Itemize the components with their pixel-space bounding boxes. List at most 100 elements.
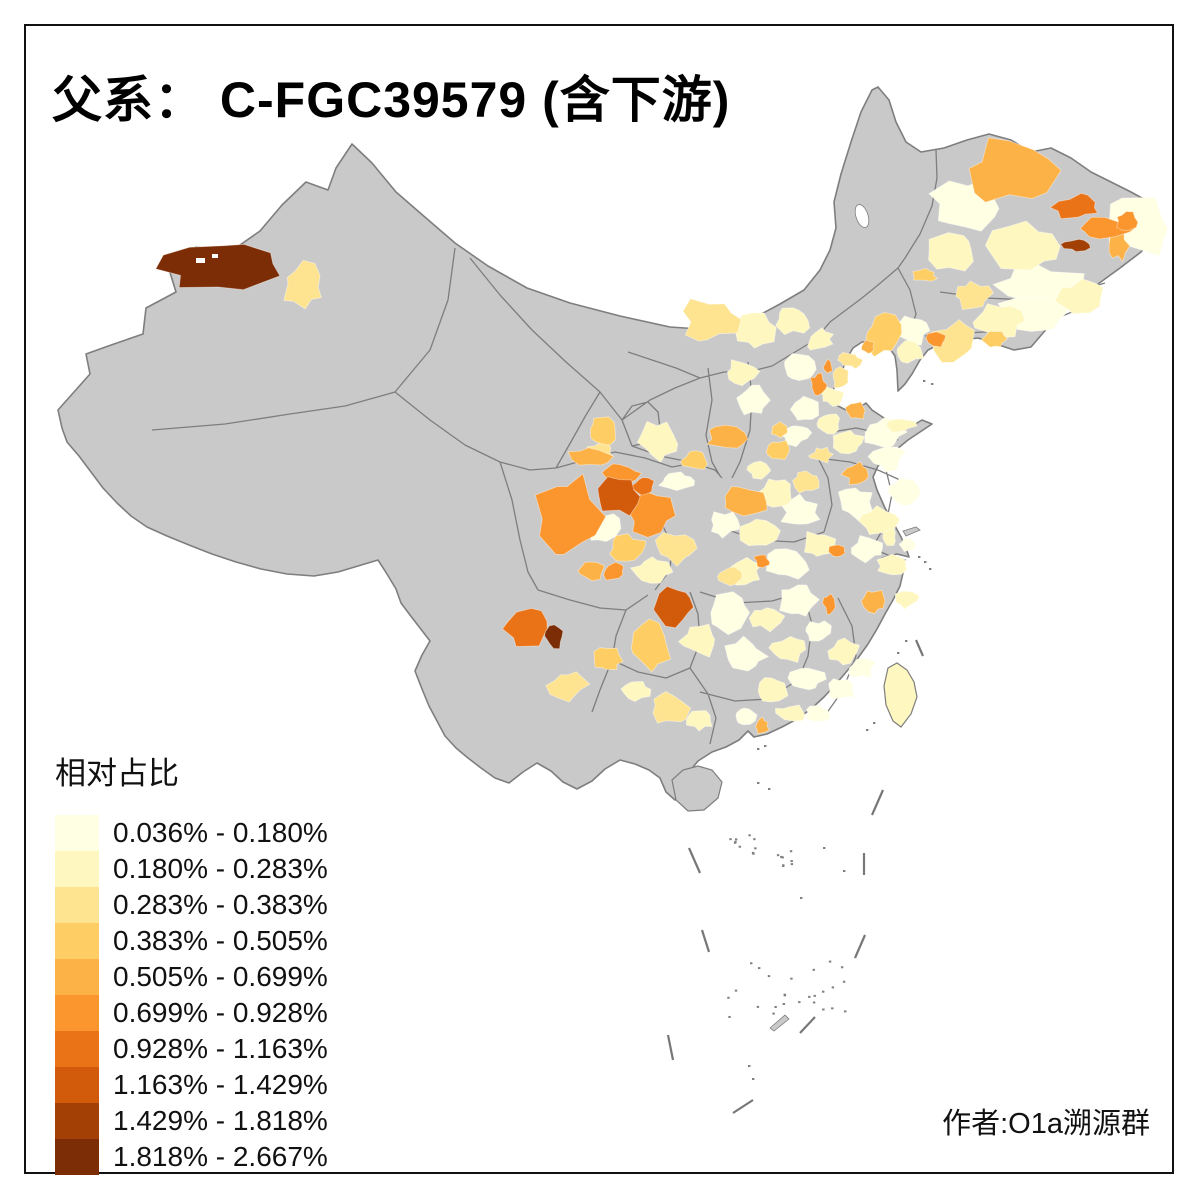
legend-row: 0.699% - 0.928%	[55, 995, 328, 1031]
legend-label: 0.180% - 0.283%	[113, 853, 328, 884]
region-patch	[677, 623, 716, 658]
islet-dot	[774, 1005, 777, 1008]
legend: 相对占比 0.036% - 0.180% 0.180% - 0.283% 0.283…	[55, 748, 328, 1175]
region-patch	[1054, 278, 1104, 315]
region-patch	[784, 353, 817, 382]
region-patch	[748, 607, 786, 633]
islet-dot	[790, 863, 794, 866]
legend-row: 0.180% - 0.283%	[55, 851, 328, 887]
region-patch	[779, 584, 821, 617]
region-patch	[710, 591, 751, 636]
xinjiang-lake-dot	[212, 254, 218, 258]
region-patch	[755, 716, 770, 735]
region-patch	[753, 554, 771, 569]
legend-label: 1.429% - 1.818%	[113, 1105, 328, 1136]
region-patch	[757, 677, 789, 703]
region-patch	[1116, 211, 1139, 231]
islet-dot	[780, 855, 783, 858]
region-patch	[803, 704, 831, 722]
taiwan-island	[883, 662, 918, 728]
region-patch	[501, 607, 548, 647]
region-patch	[680, 450, 708, 470]
region-patch	[577, 561, 606, 582]
islet-dot	[789, 850, 793, 853]
islet-dot	[783, 993, 786, 996]
islet-dot	[831, 986, 835, 989]
region-patch	[630, 618, 672, 673]
region-patch	[620, 681, 652, 703]
legend-label: 0.383% - 0.505%	[113, 925, 328, 956]
region-patch	[828, 678, 856, 700]
region-patch	[805, 620, 832, 642]
region-patch	[1079, 216, 1137, 240]
region-patch	[787, 667, 827, 691]
legend-label: 0.036% - 0.180%	[113, 817, 328, 848]
islet-dot	[931, 383, 934, 385]
region-patch	[1060, 238, 1091, 253]
legend-title: 相对占比	[55, 756, 179, 791]
region-patch	[792, 470, 820, 494]
islet-dot	[729, 838, 732, 841]
legend-row: 0.036% - 0.180%	[55, 815, 328, 851]
islet-dot	[728, 1015, 731, 1018]
legend-label: 0.699% - 0.928%	[113, 997, 328, 1028]
legend-swatch	[55, 923, 99, 959]
sea-boundary-dash	[870, 789, 885, 816]
islet-dot	[756, 1005, 760, 1008]
region-patch	[861, 339, 875, 354]
region-patch	[809, 372, 828, 396]
region-patch	[567, 447, 615, 466]
islet-dot	[764, 745, 767, 747]
region-patch	[894, 590, 921, 610]
legend-row: 1.429% - 1.818%	[55, 1103, 328, 1139]
region-patch	[597, 476, 641, 517]
islet-dot	[924, 561, 927, 563]
region-patch	[636, 420, 679, 463]
islet-dot	[752, 1078, 755, 1080]
hulun-lake	[854, 204, 870, 228]
islet-dot	[918, 556, 921, 558]
region-patch	[860, 589, 886, 615]
region-patch	[828, 544, 846, 558]
sea-boundary-dash	[914, 639, 925, 657]
islet-dot	[798, 1001, 801, 1004]
legend-row: 1.163% - 1.429%	[55, 1067, 328, 1103]
legend-swatch	[55, 1139, 99, 1175]
region-patch	[816, 413, 841, 435]
region-patches	[155, 137, 1169, 735]
islet-dot	[866, 729, 869, 731]
region-patch	[155, 243, 281, 291]
region-patch	[845, 401, 866, 420]
islet-dot	[757, 748, 760, 750]
region-patch	[912, 267, 939, 282]
region-patch	[589, 416, 616, 446]
islet-dot	[782, 1002, 786, 1005]
region-patch	[593, 647, 624, 671]
region-patch	[925, 331, 947, 348]
islet-dot	[738, 845, 742, 848]
region-patch	[685, 710, 713, 732]
legend-swatch	[55, 887, 99, 923]
islet-dot	[790, 977, 793, 980]
legend-swatch	[55, 1067, 99, 1103]
legend-label: 0.928% - 1.163%	[113, 1033, 328, 1064]
page-title: 父系： C-FGC39579 (含下游)	[52, 72, 731, 128]
legend-label: 1.818% - 2.667%	[113, 1141, 328, 1172]
legend-swatch	[55, 1103, 99, 1139]
islet-dot	[750, 962, 753, 965]
region-patch	[850, 535, 883, 564]
legend-swatch	[55, 851, 99, 887]
sea-boundary-dash	[853, 934, 867, 959]
sea-boundary-dash	[687, 847, 702, 874]
region-patch	[968, 137, 1062, 203]
region-patch	[840, 461, 869, 486]
islet-dot	[757, 967, 761, 970]
region-patch	[837, 351, 864, 370]
sea-boundary-dash	[666, 1034, 675, 1061]
islet-dot	[929, 568, 932, 570]
map-frame-border	[24, 24, 1174, 1174]
islet-dot	[844, 1010, 847, 1013]
region-patch	[739, 518, 781, 547]
islet-dot	[757, 782, 760, 784]
